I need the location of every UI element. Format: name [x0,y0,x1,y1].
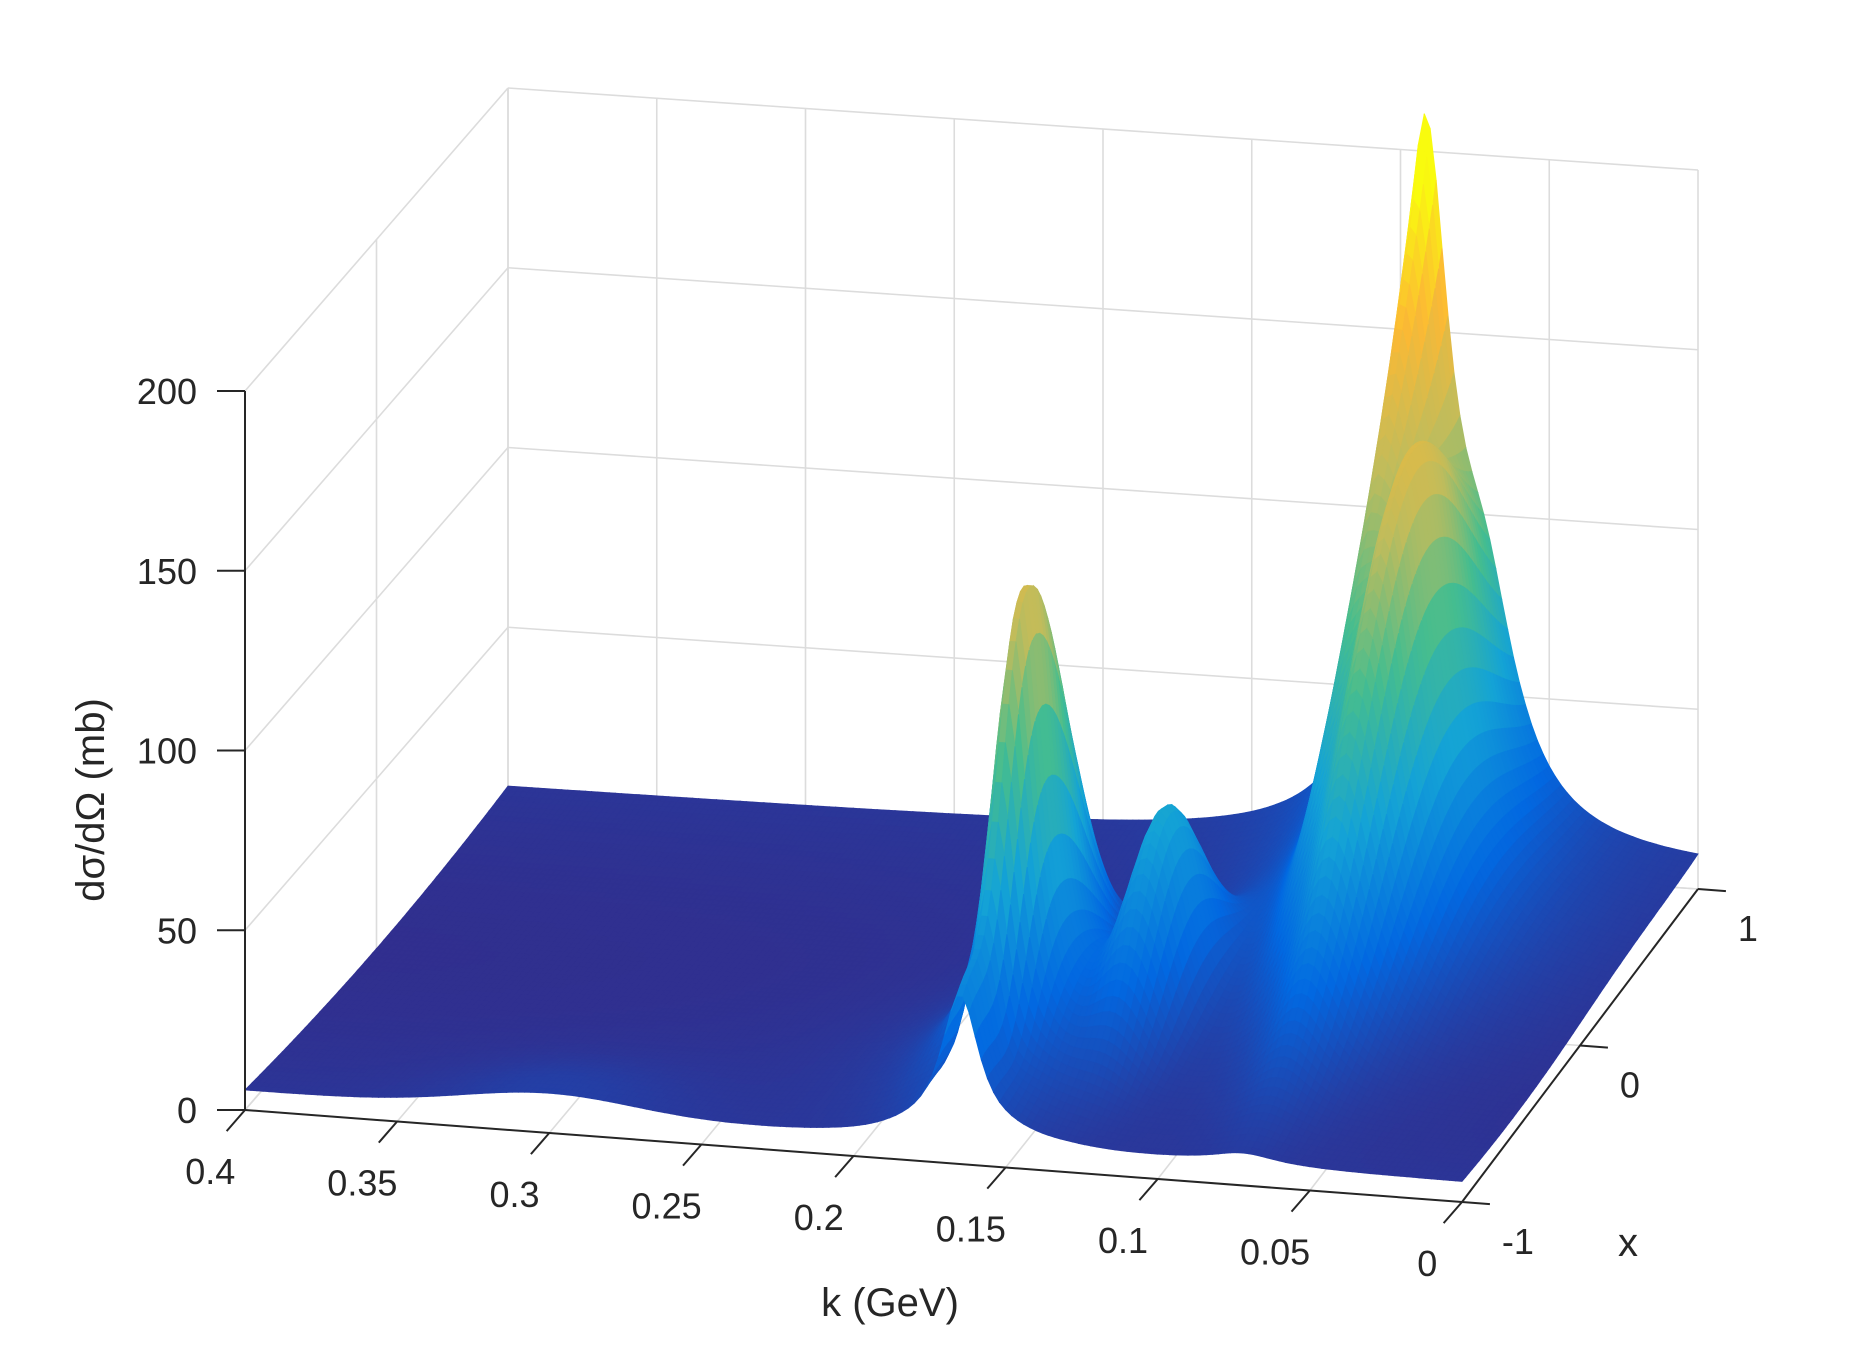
grid-back-horizontal-2 [507,446,1699,531]
grid-left-horizontal-2 [244,446,509,752]
grid-left-horizontal-4 [244,87,509,392]
grid-back-horizontal-3 [507,266,1699,351]
surface-layer [243,113,1699,1182]
grid-left-horizontal-3 [244,267,509,572]
grid-left-horizontal-1 [244,626,509,931]
grid-back-horizontal-4 [507,87,1699,171]
